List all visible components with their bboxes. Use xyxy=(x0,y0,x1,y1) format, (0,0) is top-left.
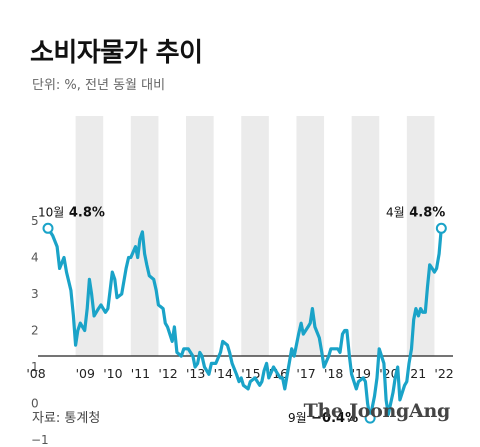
shaded-year-bands xyxy=(75,116,435,356)
annotation-value: −0.4% xyxy=(307,411,358,426)
y-tick-label: 1 xyxy=(31,360,39,374)
x-tick-label: '10 xyxy=(103,366,122,381)
x-tick-label: '11 xyxy=(131,366,150,381)
y-tick-label: 5 xyxy=(31,214,39,228)
y-tick-label: −1 xyxy=(31,433,49,447)
annotation-label: 9월 −0.4% xyxy=(288,411,358,426)
annotation-month: 10월 xyxy=(38,205,64,219)
y-tick-label: 4 xyxy=(31,251,39,265)
annotation-value: 4.8% xyxy=(64,205,105,220)
y-axis-tick-labels: −1 0 1 2 3 4 5 xyxy=(31,214,49,447)
shaded-band-11 xyxy=(130,116,159,356)
shaded-band-21 xyxy=(406,116,435,356)
y-tick-label: 2 xyxy=(31,324,39,338)
annotation-marker xyxy=(364,412,376,424)
chart-unit-subtitle: 단위: %, 전년 동월 대비 xyxy=(32,78,166,93)
y-tick-label: 0 xyxy=(31,397,39,411)
annotation-value: 4.8% xyxy=(405,205,446,220)
annotation-month: 9월 xyxy=(288,411,307,425)
shaded-band-13 xyxy=(186,116,214,356)
x-tick-label: '18 xyxy=(324,366,343,381)
x-tick-label: '19 xyxy=(352,366,371,381)
x-tick-label: '09 xyxy=(76,366,95,381)
chart-title: 소비자물가 추이 xyxy=(30,38,203,68)
x-tick-label: '21 xyxy=(407,366,426,381)
annotation-label: 4월 4.8% xyxy=(386,205,445,220)
x-axis-tick-labels: '08'09'10'11'12'13'14'15'16'17'18'19'20 '… xyxy=(26,366,453,381)
x-tick-label: '13 xyxy=(186,366,205,381)
annotation-marker xyxy=(435,222,447,234)
data-source: 자료: 통계청 xyxy=(32,411,101,426)
shaded-band-19 xyxy=(351,116,380,356)
x-tick-label: '14 xyxy=(214,366,233,381)
annotation-month: 4월 xyxy=(386,205,405,219)
x-tick-label: '08 xyxy=(26,366,45,381)
y-tick-label: 3 xyxy=(31,287,39,301)
series-line-cpi xyxy=(46,226,443,420)
publisher-logo: The JoongAng xyxy=(303,400,451,422)
annotation-markers: 10월 4.8% 9월 −0.4% 4월 4.8% xyxy=(38,205,447,426)
annotation-label: 10월 4.8% xyxy=(38,205,105,220)
x-tick-label: '17 xyxy=(296,366,315,381)
x-tick-label: '22 xyxy=(434,366,453,381)
x-tick-label: '12 xyxy=(158,366,177,381)
shaded-band-15 xyxy=(241,116,269,356)
shaded-band-09 xyxy=(75,116,104,356)
x-tick-label: '15 xyxy=(241,366,260,381)
annotation-marker xyxy=(42,222,54,234)
